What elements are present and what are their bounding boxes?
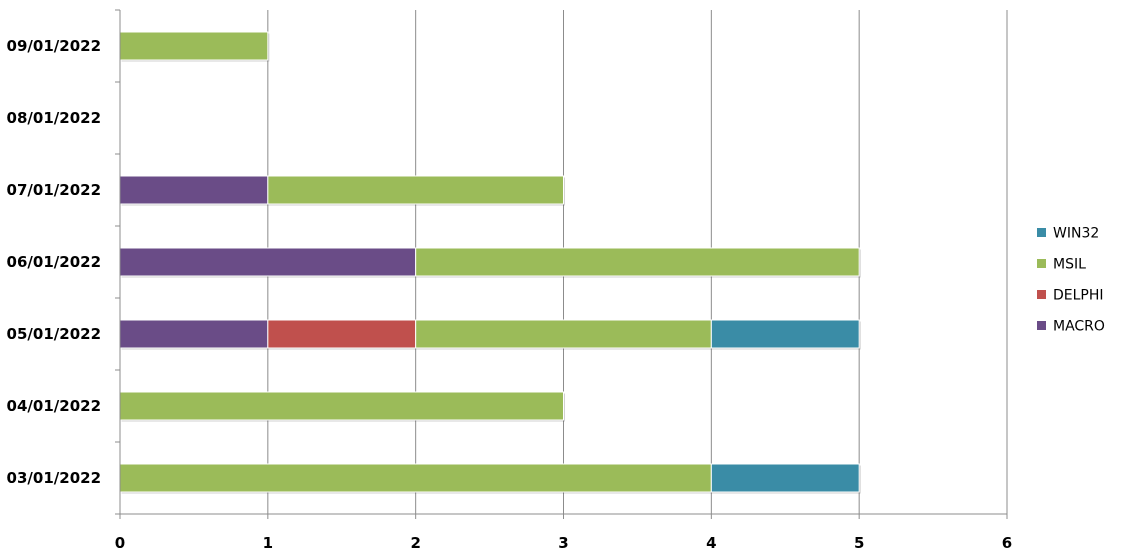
legend-label: MSIL	[1053, 257, 1086, 273]
category-label: 07/01/2022	[7, 181, 101, 199]
category-label: 03/01/2022	[7, 469, 101, 487]
category-label: 06/01/2022	[7, 253, 101, 271]
category-label: 08/01/2022	[7, 109, 101, 127]
x-tick-label: 2	[410, 534, 420, 552]
category-label: 04/01/2022	[7, 397, 101, 415]
bar-segment-msil	[415, 247, 860, 277]
legend-label: WIN32	[1053, 226, 1099, 242]
bar-segment-macro	[119, 319, 269, 349]
bar-segment-msil	[119, 31, 269, 61]
legend-swatch-delphi	[1037, 290, 1046, 299]
bar-segment-delphi	[267, 319, 417, 349]
x-tick-label: 1	[263, 534, 273, 552]
x-tick-label: 6	[1002, 534, 1012, 552]
bar-segment-msil	[267, 175, 564, 205]
x-tick-label: 4	[706, 534, 716, 552]
x-tick-label: 3	[558, 534, 568, 552]
x-tick-label: 0	[115, 534, 125, 552]
category-label: 05/01/2022	[7, 325, 101, 343]
bar-segment-msil	[415, 319, 712, 349]
legend-label: MACRO	[1053, 319, 1105, 335]
bar-segment-msil	[119, 391, 564, 421]
bar-segment-msil	[119, 463, 712, 493]
legend-label: DELPHI	[1053, 288, 1104, 304]
x-tick-label: 5	[854, 534, 864, 552]
category-label: 09/01/2022	[7, 37, 101, 55]
bar-segment-win32	[710, 319, 860, 349]
bar-segment-win32	[710, 463, 860, 493]
bar-segment-macro	[119, 175, 269, 205]
legend-swatch-win32	[1037, 228, 1046, 237]
bar-segment-macro	[119, 247, 417, 277]
legend-swatch-msil	[1037, 259, 1046, 268]
legend-swatch-macro	[1037, 321, 1046, 330]
